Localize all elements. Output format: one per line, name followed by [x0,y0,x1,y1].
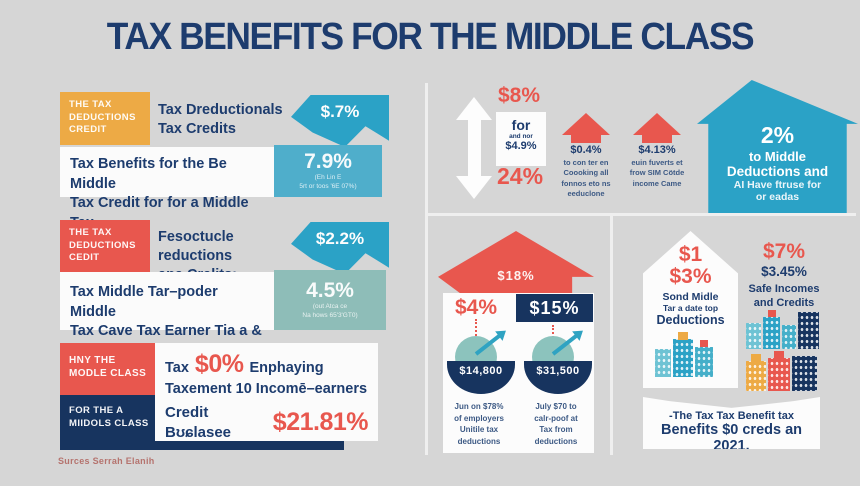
red-roof-icon: $18% [438,231,594,293]
stat-345-percent: $3.45% [761,264,807,279]
house-icon-1 [562,113,610,143]
navy-underbar [60,441,344,450]
tag-tax-deductions-credit-1: THE TAX DEDUCTIONS CREDIT [60,92,150,145]
stat-box-2: 4.5% (out Atca ce Na hows 65'3'GT0) [274,270,386,330]
city-buildings-icon-1 [655,332,713,377]
stat-3-percent: $3% [669,265,712,289]
arrow-flag-value-2: $2.2% [315,229,365,248]
city-buildings-icon-3 [746,351,817,391]
vertical-divider-left [425,83,428,455]
highlight-21-percent: $21.81% [272,408,369,437]
stat-value-2: 4.5% [306,279,354,303]
source-note: Surces Serrah Elanih [58,456,155,466]
house-stat-2: $4.13% [638,144,676,156]
arrow-flag-icon-1: $.7% [291,95,389,147]
teal-house-icon: 2% to Middle Deductions and AI Have ftru… [697,80,858,213]
gauge-note-2: July $70 to calr-poof at Tax from deduct… [534,402,578,446]
white-pentagon-panel: $1 $3% Sond Midle Tar a date top Deducti… [643,231,738,388]
bottom-banner: -The Tax Tax Benefit tax Benefits $0 cre… [643,397,820,449]
house-stat-1: $0.4% [570,144,602,156]
body-bar-block1: Tax Benefits for the Be Middle Tax Credi… [60,147,274,231]
heading-block1: Tax Dreductionals Tax Credits [158,102,283,137]
arrow-flag-icon-2: $2.2% [291,222,389,274]
horizontal-divider [427,213,856,216]
stat-7-percent: $7% [762,240,806,263]
tag-tax-deductions-credit-2: THE TAX DEDUCTIONS CEDIT [60,220,150,272]
page-title: TAX BENEFITS FOR THE MIDDLE CLASS [106,16,755,58]
stat-8-percent: $8% [498,84,541,107]
house-stat-2pct: 2% [760,122,795,148]
stat-value-1: 7.9% [304,150,352,174]
house-note-2: euin fuverts et frow SIM Cötde income Ca… [629,158,685,188]
stat-1-dollar: $1 [678,243,703,266]
vertical-divider-right [610,216,613,455]
arrow-flag-value-1: $.7% [320,102,360,121]
up-down-arrow-icon [456,97,492,199]
city-buildings-icon-2 [746,310,819,349]
highlight-0-percent: $0% [194,350,244,378]
gauge-note-1: Jun on $78% of employers Unitile tax ded… [454,402,504,446]
roof-stat: $18% [497,268,535,283]
body-row-block3-bottom: Credit Bʊɕlasee $21.81% [155,395,378,441]
house-icon-2 [633,113,681,143]
stat-box-1: 7.9% (Eh Lin E 5rt or toos '6E 07%) [274,145,382,197]
tag-why-the-middle-class: HNY THE MODLE CLASS [60,343,155,395]
stat-4-percent: $4% [455,296,498,319]
body-bar-block2: Tax Middle Tar–poder Middle Tax Cave Tax… [60,272,274,359]
tag-for-the-middle-class: FOR THE A MIIDOLS CLASS [60,395,155,441]
stat-15-percent-box: $15% [516,294,593,322]
mini-stat-box: for and nor $4.9% [496,112,546,166]
stat-24-percent: 24% [497,163,544,189]
side-stats: $7% $3.45% Safe Incomes and Credits [742,240,826,311]
body-row-block3-top: Tax $0% Enphaying Taxement 10 Incomē–ear… [155,343,378,397]
house-note-1: to con ter en Coooking all fonnos eto ns… [561,158,611,199]
